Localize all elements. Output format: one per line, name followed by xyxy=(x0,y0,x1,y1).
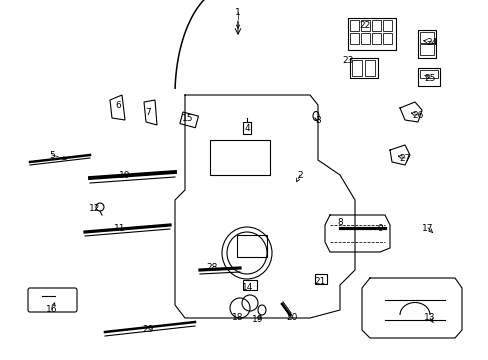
Bar xyxy=(417,30,435,58)
Bar xyxy=(180,112,198,128)
Text: 10: 10 xyxy=(119,171,130,180)
Text: 23: 23 xyxy=(342,55,353,64)
Text: 13: 13 xyxy=(424,314,435,323)
Bar xyxy=(360,33,369,44)
Text: 1: 1 xyxy=(235,8,241,17)
Text: 19: 19 xyxy=(252,315,263,324)
Text: 25: 25 xyxy=(424,73,435,82)
Text: 15: 15 xyxy=(182,113,193,122)
Text: 18: 18 xyxy=(232,314,243,323)
Bar xyxy=(419,70,437,78)
Text: 26: 26 xyxy=(411,111,423,120)
Text: 28: 28 xyxy=(206,264,217,273)
Text: 8: 8 xyxy=(336,217,342,226)
Bar xyxy=(417,68,439,86)
Bar xyxy=(364,60,374,76)
Bar xyxy=(382,20,391,31)
Text: 5: 5 xyxy=(49,150,55,159)
Text: 14: 14 xyxy=(242,284,253,292)
Text: 6: 6 xyxy=(115,100,121,109)
Text: 7: 7 xyxy=(145,108,151,117)
Text: 29: 29 xyxy=(142,325,153,334)
Text: 3: 3 xyxy=(314,116,320,125)
Bar xyxy=(419,44,433,55)
Bar xyxy=(349,33,358,44)
Text: 22: 22 xyxy=(359,21,370,30)
Bar xyxy=(314,274,326,284)
Bar xyxy=(237,235,266,257)
Bar xyxy=(351,60,361,76)
Text: 11: 11 xyxy=(114,224,125,233)
Text: 9: 9 xyxy=(376,224,382,233)
Text: 12: 12 xyxy=(89,203,101,212)
Bar xyxy=(243,122,250,134)
Text: 27: 27 xyxy=(399,153,410,162)
Text: 21: 21 xyxy=(314,278,325,287)
Bar xyxy=(243,280,257,290)
Bar xyxy=(360,20,369,31)
Text: 17: 17 xyxy=(421,224,433,233)
Text: 4: 4 xyxy=(244,123,249,132)
Bar xyxy=(349,58,377,78)
Bar xyxy=(382,33,391,44)
Bar xyxy=(371,20,380,31)
Bar xyxy=(347,18,395,50)
Text: 16: 16 xyxy=(46,306,58,315)
Bar xyxy=(209,140,269,175)
Text: 2: 2 xyxy=(297,171,302,180)
Text: 24: 24 xyxy=(426,37,437,46)
Bar xyxy=(349,20,358,31)
Text: 20: 20 xyxy=(286,314,297,323)
Bar xyxy=(371,33,380,44)
Bar xyxy=(419,32,433,43)
